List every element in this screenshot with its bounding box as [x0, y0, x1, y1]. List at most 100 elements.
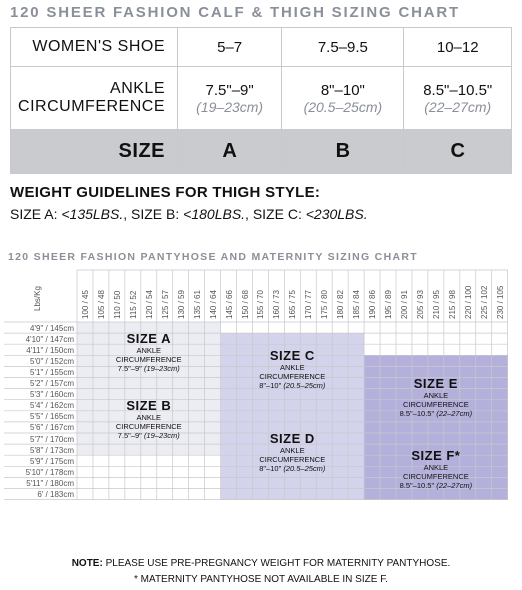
ankle-c-in: 8.5"–10.5" — [423, 81, 493, 99]
ankle-label-line2: CIRCUMFERENCE — [18, 98, 165, 115]
zone-sub1: ANKLE — [136, 346, 162, 356]
weight-c-label: , SIZE C: — [245, 206, 306, 222]
zone-range: 8.5"–10.5" (22–27cm) — [399, 480, 473, 490]
zone-sub2: CIRCUMFERENCE — [115, 355, 182, 365]
shoe-b: 7.5–9.5 — [281, 27, 405, 67]
weight-header: 220 / 100 — [463, 285, 473, 319]
height-label: 5'3" / 160cm — [30, 390, 74, 400]
size-a: A — [176, 129, 283, 174]
height-label: 4'11" / 150cm — [26, 345, 74, 355]
height-label: 5'2" / 157cm — [30, 379, 74, 388]
note-line: NOTE: PLEASE USE PRE-PREGNANCY WEIGHT FO… — [0, 558, 522, 569]
ankle-a: 7.5"–9" (19–23cm) — [176, 66, 283, 130]
shoe-row: WOMEN'S SHOE 5–7 7.5–9.5 10–12 — [10, 27, 512, 67]
height-label: 5'4" / 162cm — [30, 401, 74, 411]
zone-name: SIZE D — [269, 431, 315, 447]
zone-sub1: ANKLE — [423, 462, 449, 472]
zone-name: SIZE A — [126, 331, 171, 347]
weight-c-value: <230LBS. — [305, 206, 368, 222]
zone-sub1: ANKLE — [423, 390, 449, 400]
zone-3-label: SIZE D ANKLE CIRCUMFERENCE 8"–10" (20.5–… — [221, 431, 365, 473]
zone-5-label: SIZE F* ANKLE CIRCUMFERENCE 8.5"–10.5" (… — [364, 448, 508, 490]
weight-a-value: <135LBS. — [61, 206, 124, 222]
ankle-b-cm: (20.5–25cm) — [303, 98, 383, 115]
weight-header: 180 / 82 — [336, 290, 346, 319]
weight-guidelines-title: WEIGHT GUIDELINES FOR THIGH STYLE: — [10, 184, 321, 201]
zone-4-label: SIZE E ANKLE CIRCUMFERENCE 8.5"–10.5" (2… — [364, 376, 508, 418]
weight-a-label: SIZE A: — [10, 206, 62, 222]
calf-chart-title: 120 SHEER FASHION CALF & THIGH SIZING CH… — [10, 4, 460, 21]
ankle-label: ANKLE CIRCUMFERENCE — [10, 66, 178, 130]
height-label: 5'6" / 167cm — [30, 423, 74, 433]
zone-name: SIZE E — [413, 375, 458, 391]
weight-header: 125 / 57 — [160, 290, 170, 319]
note-text: PLEASE USE PRE-PREGNANCY WEIGHT FOR MATE… — [102, 558, 451, 569]
zone-sub2: CIRCUMFERENCE — [259, 371, 326, 381]
height-label: 4'10" / 147cm — [25, 334, 74, 344]
zone-1-label: SIZE B ANKLE CIRCUMFERENCE 7.5"–9" (19–2… — [77, 398, 221, 440]
zone-range: 8"–10" (20.5–25cm) — [259, 380, 326, 390]
zone-0-label: SIZE A ANKLE CIRCUMFERENCE 7.5"–9" (19–2… — [77, 331, 221, 373]
weight-header: 230 / 105 — [495, 285, 505, 319]
zone-range: 7.5"–9" (19–23cm) — [117, 364, 180, 374]
height-label: 5'8" / 173cm — [30, 445, 74, 455]
zone-sub1: ANKLE — [136, 412, 162, 422]
height-label: 5'5" / 165cm — [30, 412, 74, 422]
zone-5-bg — [364, 444, 508, 500]
ankle-c: 8.5"–10.5" (22–27cm) — [403, 66, 512, 130]
grid-lines — [4, 269, 508, 500]
ankle-row: ANKLE CIRCUMFERENCE 7.5"–9" (19–23cm) 8"–… — [10, 66, 512, 130]
ankle-c-cm: (22–27cm) — [424, 98, 492, 115]
zone-range: 7.5"–9" (19–23cm) — [117, 430, 180, 440]
weight-header: 160 / 73 — [272, 290, 282, 319]
weight-header: 130 / 59 — [176, 290, 186, 319]
weight-header: 215 / 98 — [447, 290, 457, 319]
ankle-a-cm: (19–23cm) — [196, 98, 264, 115]
zone-2-label: SIZE C ANKLE CIRCUMFERENCE 8"–10" (20.5–… — [221, 348, 365, 390]
weight-header: 155 / 70 — [256, 290, 266, 319]
zone-sub2: CIRCUMFERENCE — [115, 421, 182, 431]
zone-2-bg — [220, 333, 365, 411]
weight-header: 115 / 52 — [128, 290, 138, 319]
weight-header: 150 / 68 — [240, 290, 250, 319]
pantyhose-chart-title: 120 SHEER FASHION PANTYHOSE AND MATERNIT… — [8, 251, 418, 263]
weight-header: 120 / 54 — [144, 290, 154, 319]
shoe-c: 10–12 — [403, 27, 512, 67]
weight-header: 175 / 80 — [320, 290, 330, 319]
zone-sub1: ANKLE — [280, 362, 305, 372]
weight-header: 210 / 95 — [431, 290, 441, 319]
footnote: * MATERNITY PANTYHOSE NOT AVAILABLE IN S… — [134, 574, 388, 585]
weight-header: 185 / 84 — [352, 290, 362, 319]
ankle-b: 8"–10" (20.5–25cm) — [281, 66, 405, 130]
weight-header: 105 / 48 — [96, 290, 106, 319]
ankle-a-in: 7.5"–9" — [205, 81, 254, 99]
height-label: 5'1" / 155cm — [30, 367, 74, 377]
weight-guidelines-text: SIZE A: <135LBS., SIZE B: <180LBS., SIZE… — [10, 206, 368, 222]
weight-header: 170 / 77 — [304, 290, 314, 319]
ankle-label-line1: ANKLE — [110, 80, 165, 97]
zone-range: 8"–10" (20.5–25cm) — [259, 464, 326, 474]
size-label: SIZE — [10, 129, 178, 174]
weight-b-value: <180LBS. — [183, 206, 246, 222]
height-label: 5'9" / 175cm — [30, 456, 74, 466]
weight-b-label: , SIZE B: — [123, 206, 184, 222]
weight-header: 145 / 66 — [224, 290, 234, 319]
shoe-a: 5–7 — [176, 27, 283, 67]
lbs-kg-label: Lbs/Kg — [33, 286, 42, 311]
zone-name: SIZE F* — [411, 447, 461, 463]
calf-sizing-table: WOMEN'S SHOE 5–7 7.5–9.5 10–12 ANKLE CIR… — [10, 27, 512, 174]
zone-sub1: ANKLE — [280, 446, 305, 456]
weight-header: 225 / 102 — [479, 285, 489, 319]
height-label: 5'0" / 152cm — [30, 356, 74, 366]
zone-name: SIZE C — [269, 347, 315, 363]
weight-header: 200 / 91 — [400, 290, 409, 319]
note-label: NOTE: — [71, 558, 103, 569]
weight-header: 140 / 64 — [208, 290, 218, 319]
weight-header: 205 / 93 — [415, 290, 425, 319]
weight-header: 100 / 45 — [81, 290, 90, 319]
height-label: 5'7" / 170cm — [30, 434, 74, 444]
zone-sub2: CIRCUMFERENCE — [402, 471, 469, 481]
zone-sub2: CIRCUMFERENCE — [259, 455, 326, 465]
zone-range: 8.5"–10.5" (22–27cm) — [399, 408, 473, 418]
height-label: 4'9" / 145cm — [30, 323, 74, 333]
